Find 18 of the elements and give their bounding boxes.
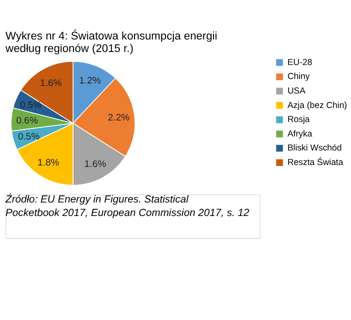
legend-label: Rosja: [287, 114, 310, 124]
legend-label: Afryka: [287, 128, 312, 138]
data-label: 0.5%: [18, 131, 40, 142]
data-label: 1.8%: [38, 157, 60, 168]
data-label: 2.2%: [108, 112, 130, 124]
legend-label: EU-28: [287, 56, 312, 67]
legend-label: Azja (bez Chin): [287, 100, 348, 110]
text: Źródło: EU Energy in Figures. Statistical Pocketbook 2017, European Commission 2017, s. 12: [4, 193, 250, 219]
data-label: 1.6%: [40, 78, 62, 90]
data-label: 1.6%: [84, 158, 107, 170]
chart-title: Wykres nr 4: Światowa konsumpcja energii według regionów (2015 r.): [4, 30, 218, 56]
legend-label: Reszta Świata: [287, 156, 344, 167]
data-label: 0.6%: [16, 116, 38, 127]
data-label: 1.2%: [79, 76, 102, 87]
legend-label: Bliski Wschód: [287, 142, 342, 153]
data-label: 0.5%: [20, 100, 42, 112]
legend-label: USA: [287, 86, 306, 96]
legend-label: Chiny: [287, 71, 310, 82]
